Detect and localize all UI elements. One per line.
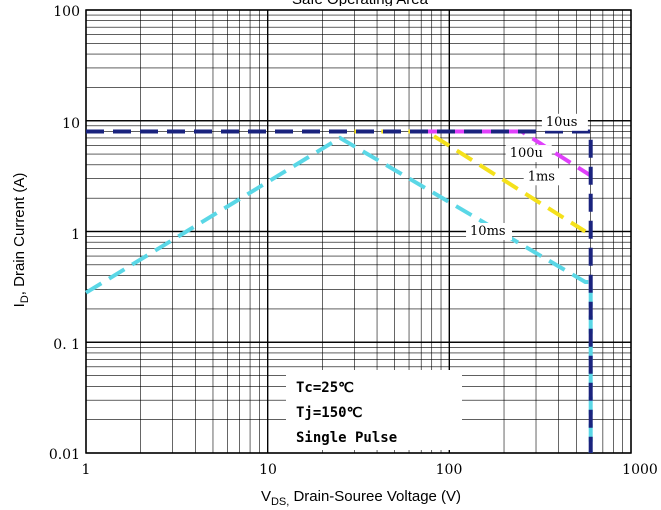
series-line-10us (86, 129, 593, 453)
y-axis-label: ID, Drain Current (A) (11, 173, 31, 308)
y-tick-labels: 100 10 1 0. 1 0.01 (49, 4, 80, 463)
annotation-tc: Tc=25℃ (296, 380, 354, 396)
annotation-single-pulse: Single Pulse (296, 430, 397, 446)
series-label-bg (466, 222, 513, 240)
conditions-box: Tc=25℃ Tj=150℃ Single Pulse (286, 370, 462, 450)
series-label-10ms: 10ms (470, 224, 506, 239)
series-label-bg (541, 113, 588, 131)
y-tick-label: 0. 1 (53, 337, 80, 353)
series-label-100u: 100u (510, 146, 543, 161)
x-tick-labels: 1 10 100 1000 (82, 462, 658, 478)
plot-frame (85, 9, 632, 454)
series-label-bg (523, 168, 570, 186)
series-layer (84, 129, 593, 453)
series-line-1ms (354, 129, 587, 234)
series-label-1ms: 1ms (528, 169, 555, 184)
series-labels: 10us 100u 1ms 10ms (466, 113, 588, 240)
series-label-bg (505, 145, 552, 163)
annotation-tj: Tj=150℃ (296, 405, 363, 421)
x-tick-label: 1000 (622, 462, 658, 478)
x-tick-label: 100 (436, 462, 463, 478)
series-label-10us: 10us (546, 115, 578, 130)
y-tick-label: 0.01 (49, 447, 80, 463)
x-axis-label: VDS, Drain-Souree Voltage (V) (261, 488, 461, 508)
y-tick-label: 1 (71, 227, 80, 243)
series-line-10ms (84, 135, 593, 453)
y-tick-label: 10 (62, 116, 80, 132)
y-tick-label: 100 (53, 4, 80, 20)
x-tick-label: 10 (259, 462, 277, 478)
chart-title: Safe Operating Area (292, 0, 429, 8)
x-tick-label: 1 (82, 462, 91, 478)
